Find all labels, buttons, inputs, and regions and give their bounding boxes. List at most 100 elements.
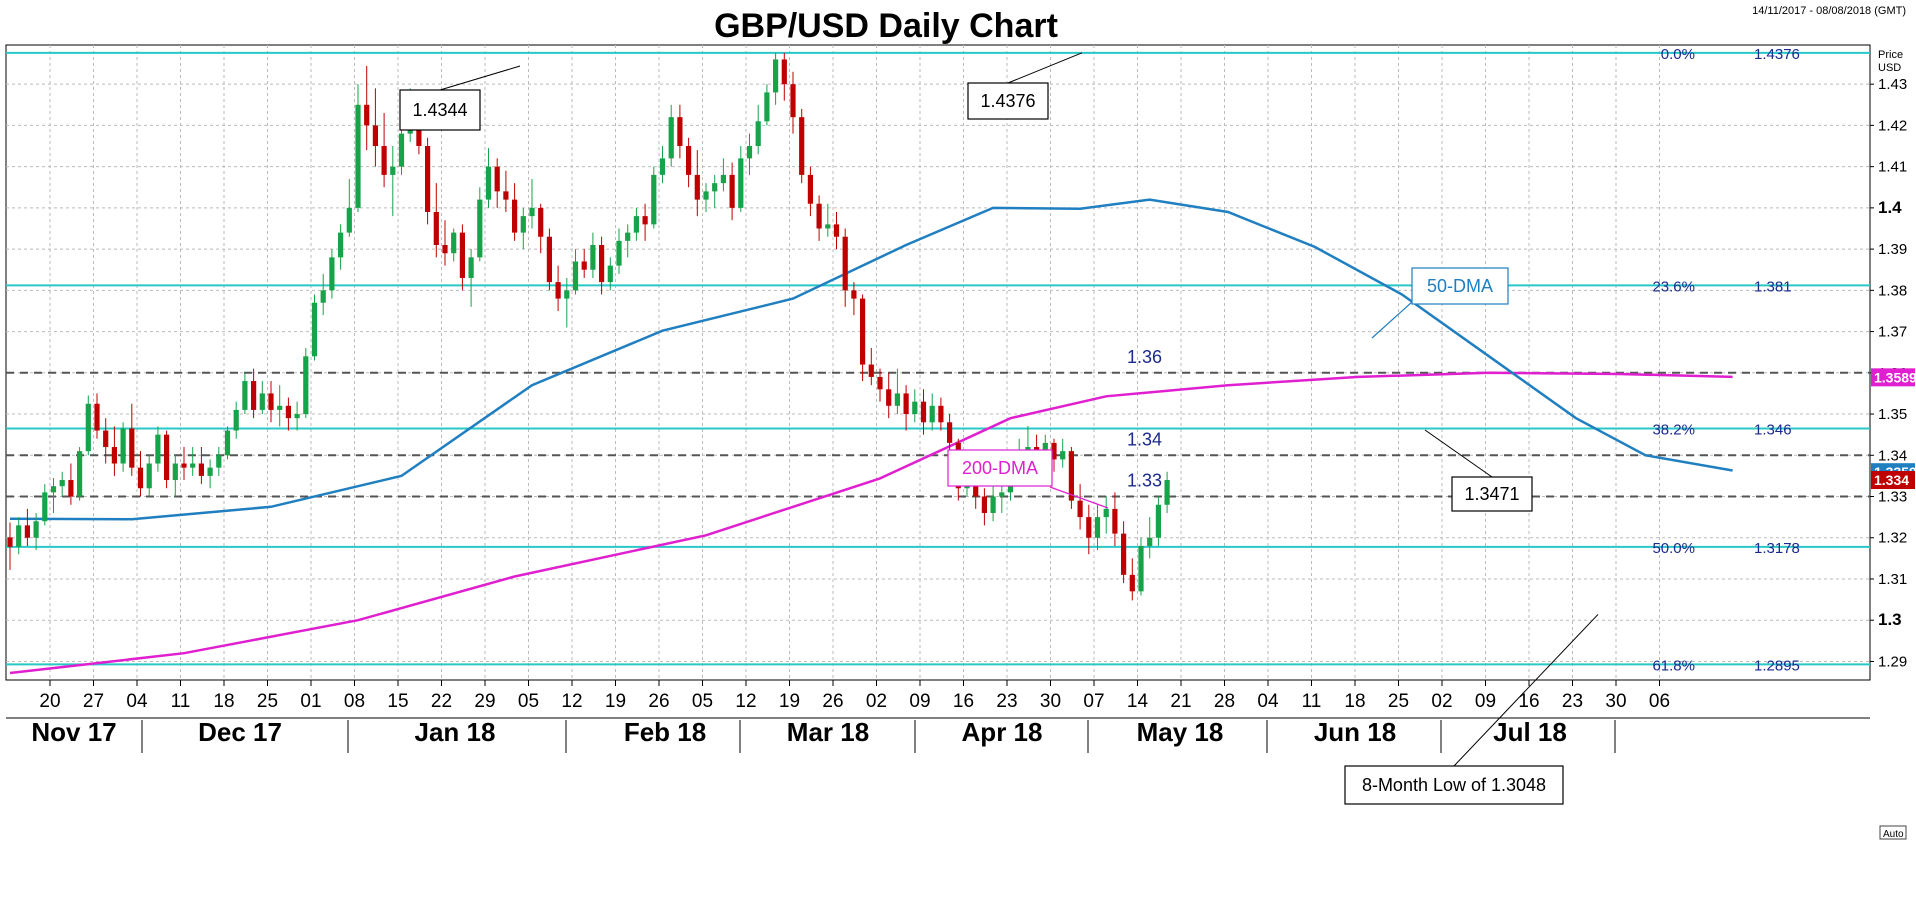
candle [172, 455, 178, 497]
ma50-callout-box [1411, 267, 1509, 305]
x-day-label: 19 [605, 691, 626, 712]
candle-body [59, 480, 65, 487]
candle [920, 389, 927, 435]
candle [259, 381, 265, 415]
y-tick-label: 1.37 [1878, 324, 1907, 341]
candle [520, 207, 526, 250]
candle-body [1077, 500, 1083, 518]
candle [851, 282, 857, 316]
candle [755, 104, 761, 155]
candle-body [16, 525, 22, 547]
candle [16, 517, 22, 555]
ma50-callout-text: 50-DMA [1427, 276, 1493, 296]
candle-body [42, 492, 48, 522]
level-label: 1.34 [1127, 429, 1162, 449]
candle-body [990, 496, 996, 514]
callout-1-4344-text: 1.4344 [412, 100, 467, 120]
candle-body [294, 414, 300, 419]
candle [746, 133, 753, 175]
candle [451, 228, 457, 262]
candle-body [485, 166, 492, 200]
candle [868, 348, 874, 386]
candle [155, 426, 161, 472]
candle-body [181, 463, 187, 468]
x-day-label: 05 [518, 691, 539, 712]
candle [738, 146, 744, 212]
candle [338, 224, 344, 270]
candle [364, 66, 370, 151]
y-tick-label: 1.29 [1878, 653, 1907, 670]
candle-body [77, 451, 83, 497]
candle-body [712, 183, 718, 192]
callout-1-4376: 1.4376 [967, 52, 1083, 120]
candle-body [1164, 480, 1170, 505]
fib-price-label: 1.3178 [1754, 540, 1800, 557]
candle-body [1068, 451, 1074, 501]
candle-body [781, 59, 787, 85]
candle [1068, 447, 1074, 509]
x-day-label: 07 [1083, 691, 1104, 712]
x-month-label: Jul 18 [1493, 717, 1567, 747]
candle [938, 397, 944, 431]
candle-body [459, 232, 465, 278]
candle-body [555, 282, 561, 299]
x-month-label: May 18 [1137, 717, 1224, 747]
candle-body [886, 389, 892, 406]
ma50-callout-pointer [1371, 301, 1413, 339]
candle-body [503, 191, 509, 200]
candle-body [999, 492, 1005, 497]
candle-body [442, 244, 448, 254]
candle-body [207, 467, 213, 476]
x-day-label: 14 [1127, 691, 1149, 712]
candle-body [329, 257, 335, 291]
candle [903, 385, 909, 431]
candle [181, 447, 187, 481]
auto-scale-button[interactable]: Auto [1879, 825, 1907, 840]
ma50-line [9, 198, 1733, 521]
candle [50, 477, 57, 514]
price-badge-bg [1871, 368, 1915, 387]
candle [790, 71, 796, 134]
candle-body [538, 207, 544, 237]
y-tick-label: 1.4 [1878, 198, 1902, 217]
x-day-label: 22 [431, 691, 452, 712]
y-tick-label: 1.31 [1878, 571, 1907, 588]
fib-percent-label: 38.2% [1652, 421, 1695, 438]
candle-body [7, 537, 13, 547]
ma200-line [9, 371, 1733, 675]
candle [616, 228, 622, 274]
candle-body [625, 232, 631, 241]
x-day-label: 06 [1649, 691, 1670, 712]
x-month-label: Jan 18 [415, 717, 496, 747]
candle [1138, 537, 1144, 596]
candle-body [1121, 533, 1127, 575]
candle-body [129, 428, 135, 468]
candle [1129, 558, 1135, 601]
candle [807, 166, 813, 217]
candle-body [729, 174, 735, 208]
x-day-label: 21 [1170, 691, 1191, 712]
candle [842, 228, 848, 307]
candle-body [851, 290, 857, 299]
candle [442, 220, 448, 266]
x-day-label: 08 [344, 691, 365, 712]
candle-body [581, 261, 587, 270]
fib-price-label: 1.4376 [1754, 46, 1800, 63]
y-tick-label: 1.32 [1878, 530, 1907, 547]
x-day-label: 12 [561, 691, 582, 712]
candle [268, 381, 274, 423]
x-day-label: 20 [39, 691, 60, 712]
candle [494, 158, 500, 208]
candle [224, 426, 231, 460]
x-day-label: 05 [692, 691, 713, 712]
ma200-callout-pointer [1049, 486, 1109, 509]
candle-body [346, 207, 352, 233]
x-day-label: 11 [171, 691, 191, 712]
candle [1103, 496, 1109, 534]
candle [468, 249, 474, 307]
candle [320, 273, 326, 316]
candle [659, 146, 666, 184]
candle-body [694, 174, 700, 200]
price-badge: 1.3589 [1871, 368, 1916, 387]
